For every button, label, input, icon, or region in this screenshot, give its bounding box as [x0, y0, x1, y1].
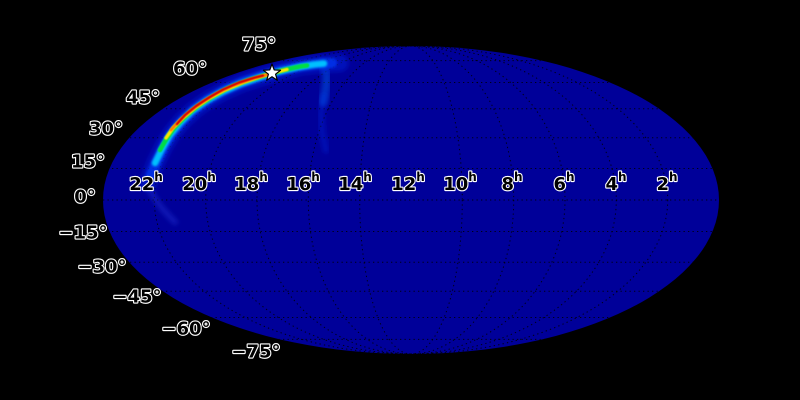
ra-tick-label: 20h [182, 170, 216, 195]
dec-tick-label: 0° [74, 187, 96, 208]
ra-axis-labels: 22h 20h 18h 16h 14h 12h 10h 8h 6h 4h 2h [128, 169, 679, 196]
ra-gridline [307, 46, 515, 354]
probability-arc-heatmap [139, 54, 349, 225]
dec-tick-label: −75° [231, 342, 280, 363]
ra-tick-label: 4h [605, 170, 626, 195]
dec-tick-label: −45° [112, 287, 161, 308]
dec-tick-label: 45° [126, 88, 160, 109]
ra-tick-label: 10h [443, 170, 477, 195]
ra-tick-label: 8h [501, 170, 522, 195]
ra-tick-label: 14h [338, 170, 372, 195]
dec-tick-label: 15° [71, 152, 105, 173]
ra-gridline [153, 46, 669, 354]
ra-tick-label: 6h [553, 170, 574, 195]
dec-tick-label: −60° [161, 319, 210, 340]
ra-gridline [205, 46, 617, 354]
tail-right-plume [317, 92, 330, 154]
ra-tick-label: 12h [391, 170, 425, 195]
dec-tick-label: −15° [58, 223, 107, 244]
tail-lower-streak [146, 185, 178, 225]
arc-layer-red-core [175, 74, 265, 126]
dec-tick-label: −30° [77, 257, 126, 278]
dec-tick-label: 75° [242, 35, 276, 56]
ra-tick-label: 22h [129, 170, 163, 195]
dec-axis-labels: 75° 60° 45°30° 15° 0° −15° −30° −45°−60° −75° [57, 33, 281, 363]
ra-tick-label: 2h [656, 170, 677, 195]
ra-gridline [256, 46, 566, 354]
ra-tick-label: 16h [286, 170, 320, 195]
source-star-marker [262, 63, 282, 81]
celestial-sphere-ellipse [103, 46, 719, 354]
dec-tick-label: 60° [173, 59, 207, 80]
ra-tick-label: 18h [234, 170, 268, 195]
ra-gridline [359, 46, 463, 354]
dec-tick-label: 30° [89, 119, 123, 140]
